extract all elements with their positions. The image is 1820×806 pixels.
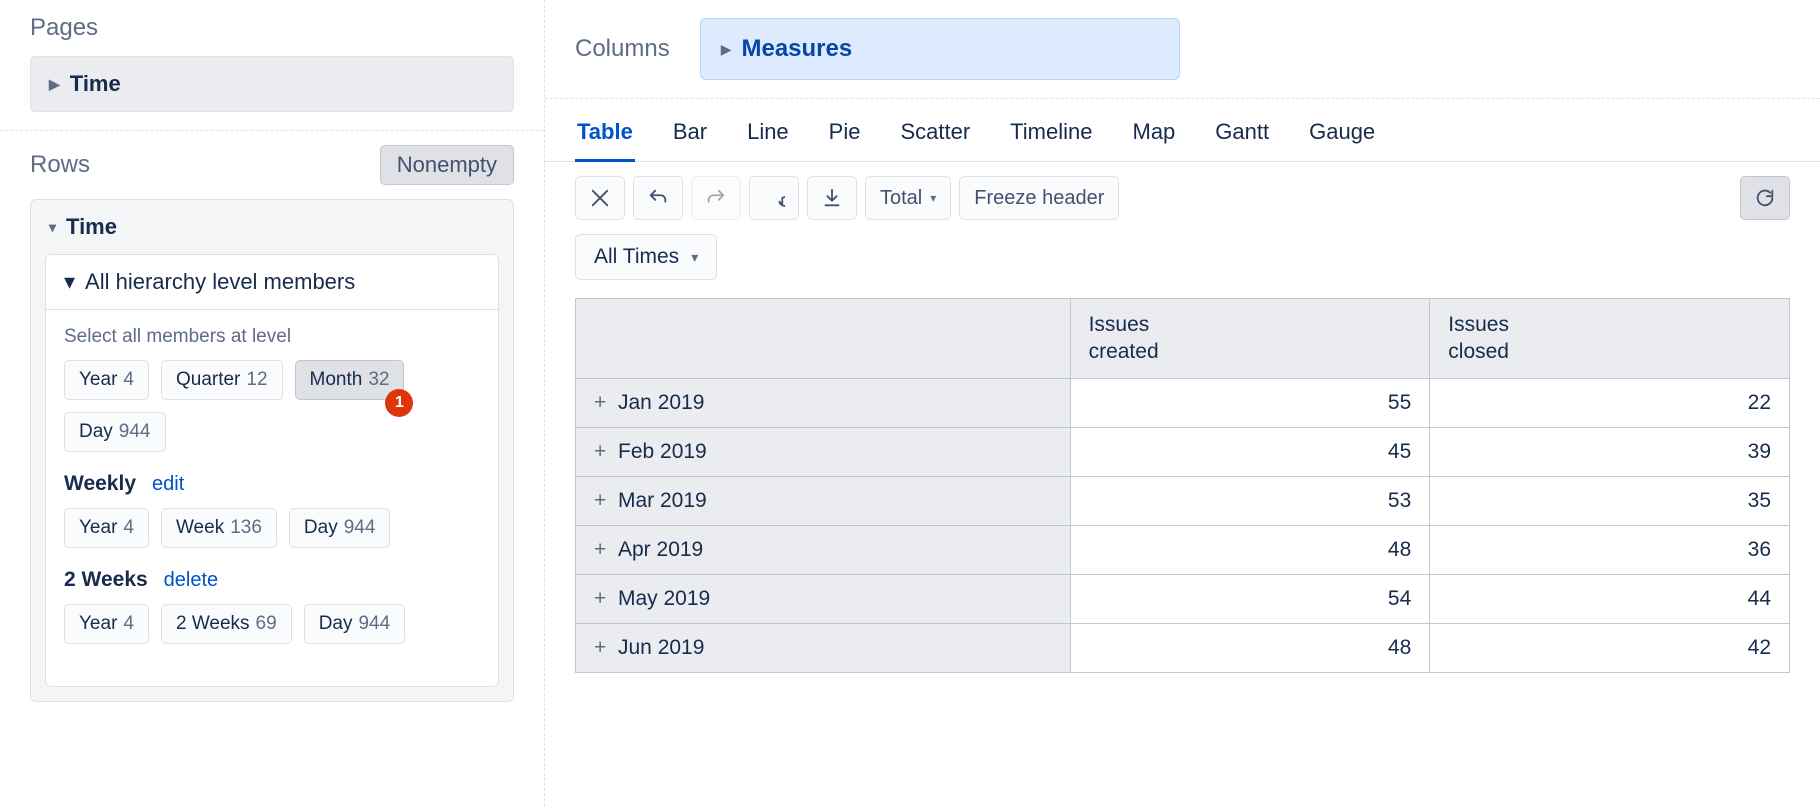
level-chip-day[interactable]: Day 944 — [304, 604, 406, 644]
level-chip-year[interactable]: Year 4 — [64, 604, 149, 644]
hierarchy-box: ▾ All hierarchy level members Select all… — [45, 254, 499, 687]
rows-title: Rows — [30, 151, 90, 179]
tab-bar[interactable]: Bar — [671, 111, 709, 162]
expand-icon[interactable]: + — [594, 391, 614, 415]
table-cell: 39 — [1430, 427, 1790, 476]
tab-table[interactable]: Table — [575, 111, 635, 162]
level-chip-quarter[interactable]: Quarter 12 — [161, 360, 283, 400]
rows-time-header[interactable]: ▾ Time — [31, 200, 513, 254]
comment-button[interactable] — [749, 176, 799, 220]
level-group-action-edit[interactable]: edit — [152, 473, 184, 496]
pages-time-pill[interactable]: ▶ Time — [30, 56, 514, 112]
redo-button[interactable] — [691, 176, 741, 220]
table-row-header[interactable]: +May 2019 — [576, 574, 1071, 623]
rows-time-box: ▾ Time ▾ All hierarchy level members Sel… — [30, 199, 514, 702]
level-chip-day[interactable]: Day 944 — [289, 508, 391, 548]
tab-pie[interactable]: Pie — [827, 111, 863, 162]
rows-section: Rows Nonempty ▾ Time ▾ All hierarchy lev… — [0, 130, 544, 806]
expand-icon[interactable]: + — [594, 489, 614, 513]
nonempty-button[interactable]: Nonempty — [380, 145, 514, 185]
tab-line[interactable]: Line — [745, 111, 791, 162]
toolbar: Total ▾ Freeze header — [545, 162, 1820, 234]
table-row-header[interactable]: +Feb 2019 — [576, 427, 1071, 476]
pages-section: Pages ▶ Time — [0, 0, 544, 131]
table-cell: 54 — [1070, 574, 1430, 623]
table-cell: 48 — [1070, 623, 1430, 672]
table-cell: 48 — [1070, 525, 1430, 574]
data-table: IssuescreatedIssuesclosed +Jan 20195522 +… — [575, 298, 1790, 673]
table-cell: 45 — [1070, 427, 1430, 476]
columns-bar: Columns ▶ Measures — [545, 0, 1820, 99]
level-chip-2-weeks[interactable]: 2 Weeks 69 — [161, 604, 292, 644]
measures-pill[interactable]: ▶ Measures — [700, 18, 1180, 80]
hierarchy-label: All hierarchy level members — [85, 269, 355, 295]
tab-timeline[interactable]: Timeline — [1008, 111, 1094, 162]
chevron-down-icon: ▾ — [930, 191, 936, 205]
tab-gauge[interactable]: Gauge — [1307, 111, 1377, 162]
pages-title: Pages — [30, 14, 98, 42]
table-cell: 22 — [1430, 378, 1790, 427]
expand-icon[interactable]: + — [594, 587, 614, 611]
measures-label: Measures — [741, 35, 852, 63]
freeze-header-button[interactable]: Freeze header — [959, 176, 1119, 220]
total-dropdown[interactable]: Total ▾ — [865, 176, 951, 220]
level-chip-day[interactable]: Day 944 — [64, 412, 166, 452]
column-header[interactable]: Issuesclosed — [1430, 299, 1790, 379]
expand-icon[interactable]: + — [594, 538, 614, 562]
level-group-title: Weekly — [64, 472, 136, 496]
table-corner — [576, 299, 1071, 379]
rows-time-label: Time — [66, 214, 117, 240]
hierarchy-header[interactable]: ▾ All hierarchy level members — [46, 255, 498, 310]
level-group-action-delete[interactable]: delete — [164, 569, 219, 592]
viz-tabs: Table Bar Line Pie Scatter Timeline Map Gantt Ga… — [545, 99, 1820, 162]
table-cell: 55 — [1070, 378, 1430, 427]
chevron-down-icon: ▾ — [64, 269, 75, 295]
table-cell: 35 — [1430, 476, 1790, 525]
table-row-header[interactable]: +Apr 2019 — [576, 525, 1071, 574]
tab-scatter[interactable]: Scatter — [898, 111, 972, 162]
expand-icon[interactable]: + — [594, 636, 614, 660]
chevron-down-icon: ▾ — [49, 219, 56, 236]
level-chip-year[interactable]: Year 4 — [64, 508, 149, 548]
table-cell: 36 — [1430, 525, 1790, 574]
refresh-button[interactable] — [1740, 176, 1790, 220]
time-filter-dropdown[interactable]: All Times ▾ — [575, 234, 717, 280]
undo-button[interactable] — [633, 176, 683, 220]
column-header[interactable]: Issuescreated — [1070, 299, 1430, 379]
columns-title: Columns — [575, 35, 670, 63]
tab-map[interactable]: Map — [1131, 111, 1178, 162]
swap-axes-button[interactable] — [575, 176, 625, 220]
table-cell: 53 — [1070, 476, 1430, 525]
table-row-header[interactable]: +Jun 2019 — [576, 623, 1071, 672]
time-filter-label: All Times — [594, 245, 679, 269]
expand-icon[interactable]: + — [594, 440, 614, 464]
select-all-label: Select all members at level — [64, 326, 480, 348]
table-cell: 44 — [1430, 574, 1790, 623]
chevron-down-icon: ▾ — [691, 249, 698, 266]
chevron-right-icon: ▶ — [49, 76, 60, 93]
table-row-header[interactable]: +Mar 2019 — [576, 476, 1071, 525]
pages-time-label: Time — [70, 71, 121, 97]
table-row-header[interactable]: +Jan 2019 — [576, 378, 1071, 427]
level-chip-month[interactable]: Month 321 — [295, 360, 405, 400]
tab-gantt[interactable]: Gantt — [1213, 111, 1271, 162]
level-chip-week[interactable]: Week 136 — [161, 508, 277, 548]
level-chip-year[interactable]: Year 4 — [64, 360, 149, 400]
download-button[interactable] — [807, 176, 857, 220]
badge: 1 — [385, 389, 413, 417]
level-group-title: 2 Weeks — [64, 568, 148, 592]
chevron-right-icon: ▶ — [721, 41, 732, 58]
table-cell: 42 — [1430, 623, 1790, 672]
